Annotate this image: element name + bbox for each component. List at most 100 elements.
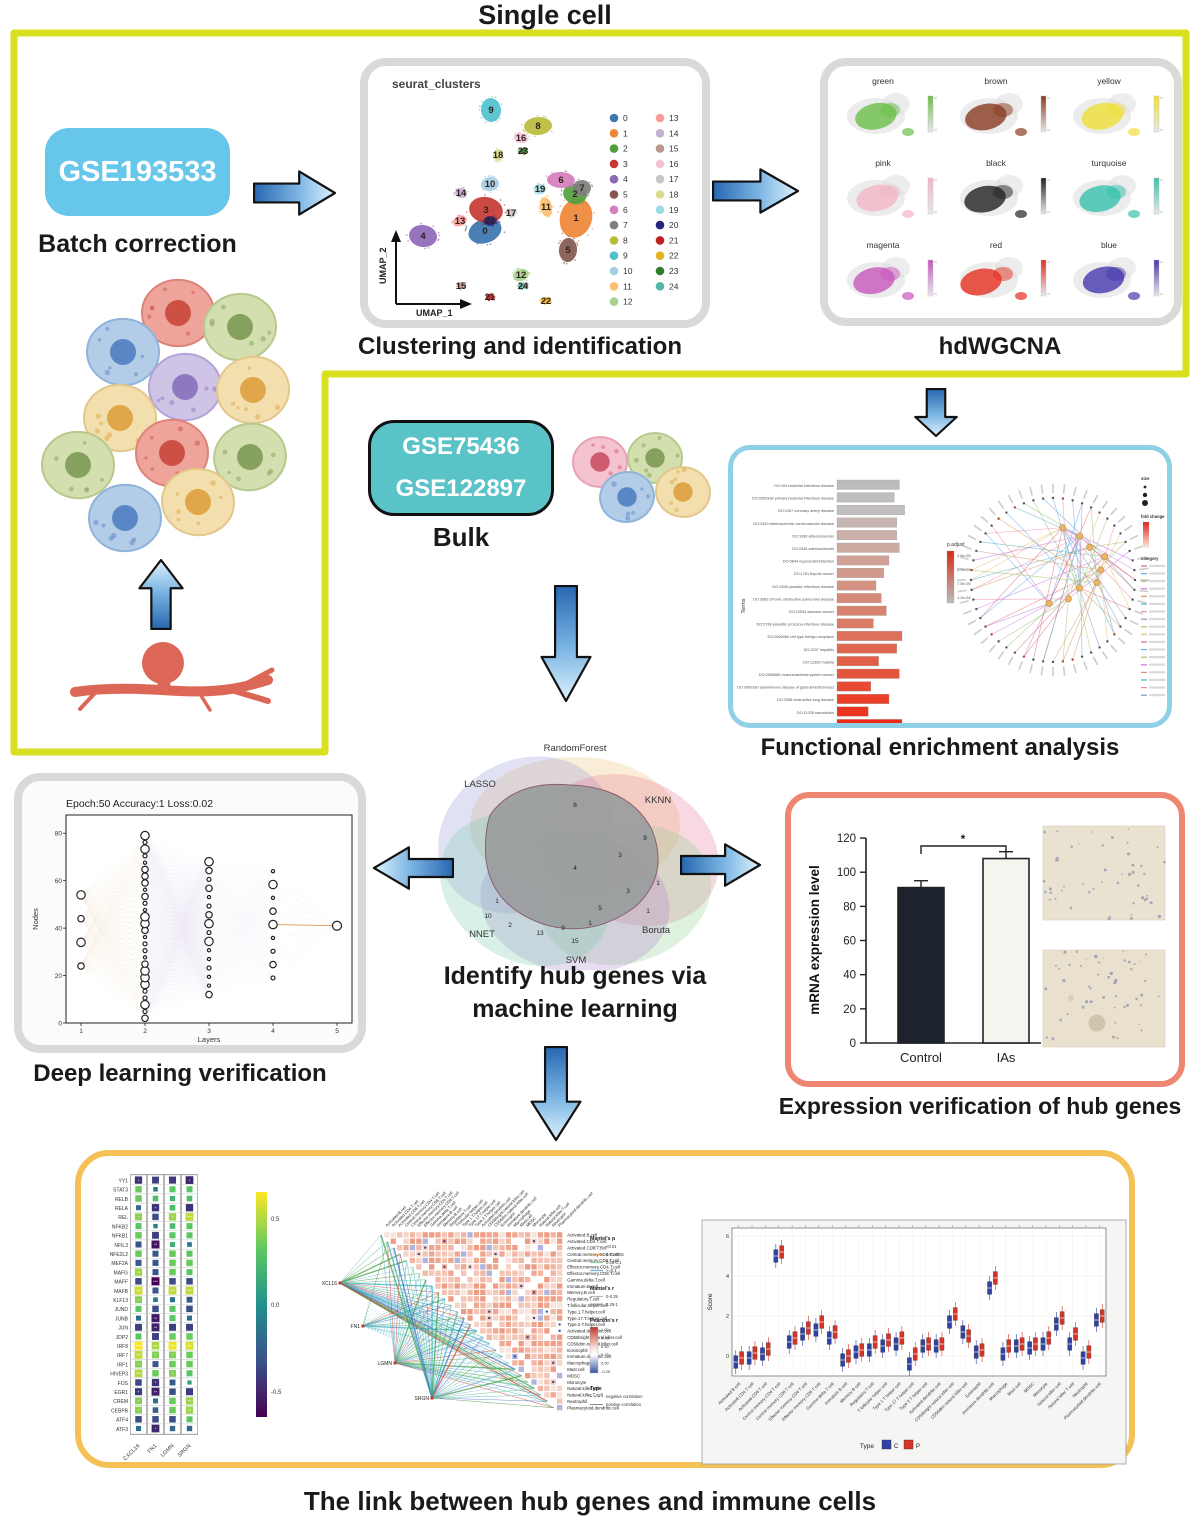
svg-text:***: *** [136, 1343, 141, 1348]
svg-text:15: 15 [571, 938, 579, 945]
svg-text:0.5: 0.5 [271, 1217, 280, 1223]
svg-text:RELB: RELB [115, 1197, 129, 1203]
svg-text:MAFF: MAFF [114, 1280, 128, 1286]
svg-text:13: 13 [455, 216, 466, 227]
svg-text:*: * [172, 1371, 174, 1376]
svg-text:T.follicular.helper.cell: T.follicular.helper.cell [567, 1303, 607, 1308]
hdwgcna-plot: green brown yellow pink black turquoise magent… [847, 76, 1163, 300]
gse193533-label: GSE193533 [58, 155, 217, 188]
svg-text:Activated.dendritic.cell: Activated.dendritic.cell [567, 1329, 611, 1334]
svg-text:DO:104 bacterial infectious di: DO:104 bacterial infectious disease [774, 484, 834, 488]
svg-text:Type.17.T.helper.cell: Type.17.T.helper.cell [567, 1316, 607, 1321]
svg-text:JDP2: JDP2 [116, 1335, 128, 1341]
svg-text:black: black [986, 158, 1007, 168]
svg-text:0.50: 0.50 [601, 1344, 610, 1349]
svg-text:SRGN: SRGN [415, 1396, 430, 1402]
svg-text:Natural.killer.T.cell: Natural.killer.T.cell [567, 1393, 602, 1398]
svg-text:16: 16 [516, 133, 527, 144]
svg-text:-0.25: -0.25 [601, 1369, 611, 1374]
svg-text:DO:11335 sarcoidosis: DO:11335 sarcoidosis [797, 711, 834, 715]
svg-text:*: * [138, 1362, 140, 1367]
svg-text:9: 9 [561, 925, 565, 932]
svg-text:8: 8 [573, 802, 577, 809]
svg-text:3: 3 [207, 1028, 211, 1035]
svg-text:1.00: 1.00 [601, 1327, 610, 1332]
svg-text:0.01-0.05: 0.01-0.05 [606, 1252, 624, 1257]
caption-enrichment: Functional enrichment analysis [760, 734, 1120, 761]
svg-text:*: * [155, 1205, 157, 1210]
svg-text:C: C [894, 1444, 899, 1450]
svg-text:***: *** [187, 1343, 192, 1348]
cell-cluster-illustration [41, 278, 290, 553]
svg-text:10: 10 [484, 913, 492, 920]
svg-text:**: ** [154, 1325, 158, 1330]
svg-text:Type: Type [860, 1443, 874, 1450]
svg-text:REL: REL [118, 1215, 128, 1221]
svg-text:IRF8: IRF8 [117, 1344, 128, 1350]
svg-text:*: * [155, 1353, 157, 1358]
svg-text:DO:2789 parasitic protozoa inf: DO:2789 parasitic protozoa infectious di… [757, 623, 834, 627]
svg-text:20: 20 [485, 216, 496, 227]
svg-text:Mantel's r: Mantel's r [590, 1286, 614, 1292]
svg-text:brown: brown [984, 76, 1007, 86]
svg-text:15: 15 [669, 144, 679, 154]
umap-plot: seurat_clusters0123456789101112131415161… [378, 77, 679, 318]
svg-text:12: 12 [516, 270, 527, 281]
svg-text:4: 4 [420, 231, 426, 242]
svg-text:60: 60 [55, 878, 63, 885]
svg-text:Activated.CD8.T.cell: Activated.CD8.T.cell [567, 1245, 606, 1250]
svg-text:*: * [138, 1215, 140, 1220]
svg-text:IAs: IAs [997, 1050, 1016, 1065]
svg-text:***: *** [136, 1353, 141, 1358]
svg-text:UMAP_2: UMAP_2 [378, 247, 388, 284]
svg-text:DO:2348 arteriosclerosis: DO:2348 arteriosclerosis [792, 547, 834, 551]
mantel-plot: Activated.B.cellActivated.CD4.T.cellActi… [322, 1189, 643, 1411]
caption-ml: Identify hub genes via machine learning [410, 960, 740, 1026]
svg-text:22: 22 [541, 296, 552, 307]
svg-text:4: 4 [726, 1274, 729, 1280]
enrichment-plot: DO:104 bacterial infectious disease DO:00… [737, 476, 1165, 723]
svg-text:22: 22 [669, 251, 679, 261]
svg-text:Neutrophil: Neutrophil [567, 1399, 587, 1404]
svg-text:120: 120 [837, 833, 856, 845]
venn-diagram: RandomForest LASSO KKNN Boruta SVM NNET 8 4 9 3 3 1… [438, 743, 719, 970]
svg-text:*: * [138, 1178, 140, 1183]
svg-text:**: ** [137, 1270, 141, 1275]
svg-text:8: 8 [623, 235, 628, 245]
svg-text:DO:5844 myocardial infarction: DO:5844 myocardial infarction [783, 560, 834, 564]
svg-text:<0.01: <0.01 [606, 1244, 617, 1249]
svg-text:*: * [138, 1389, 140, 1394]
svg-text:***: *** [170, 1288, 175, 1293]
svg-text:mRNA expression level: mRNA expression level [807, 865, 822, 1015]
svg-text:magenta: magenta [866, 240, 899, 250]
svg-text:FN1: FN1 [147, 1443, 159, 1455]
svg-text:Monocyte: Monocyte [567, 1380, 587, 1385]
svg-text:**: ** [188, 1408, 192, 1413]
svg-text:23: 23 [518, 146, 529, 157]
svg-text:0.25: 0.25 [601, 1352, 610, 1357]
bulk-label: Bulk [432, 522, 490, 552]
svg-text:Natural.killer.cell: Natural.killer.cell [567, 1386, 599, 1391]
svg-text:Terms: Terms [741, 598, 747, 613]
svg-text:DO:3358 obstructive lung disea: DO:3358 obstructive lung disease [777, 698, 834, 702]
svg-text:IRF7: IRF7 [117, 1353, 128, 1359]
svg-text:**: ** [154, 1316, 158, 1321]
svg-text:0: 0 [726, 1354, 729, 1360]
svg-text:-0.5: -0.5 [271, 1390, 282, 1396]
svg-text:*: * [138, 1399, 140, 1404]
svg-text:green: green [872, 76, 894, 86]
svg-text:pink: pink [875, 158, 891, 168]
arrow-vessel-to-cells [138, 558, 184, 630]
svg-text:0: 0 [623, 113, 628, 123]
bulk-gse-box: GSE75436 GSE122897 [368, 420, 554, 516]
svg-text:DO:1287 coronary artery diseas: DO:1287 coronary artery disease [778, 509, 834, 513]
svg-text:0-0.25: 0-0.25 [606, 1294, 619, 1299]
svg-text:3: 3 [626, 888, 630, 895]
svg-text:9: 9 [643, 835, 647, 842]
svg-text:4: 4 [623, 174, 628, 184]
heatmap-plot: YY1 STAT3 RELB RELA REL NFKB2 NFKB1 NFIL3 NFE2L2… [110, 1174, 282, 1462]
svg-text:CXCL16: CXCL16 [122, 1443, 141, 1462]
caption-dl: Deep learning verification [33, 1060, 327, 1087]
svg-text:1: 1 [656, 880, 660, 887]
